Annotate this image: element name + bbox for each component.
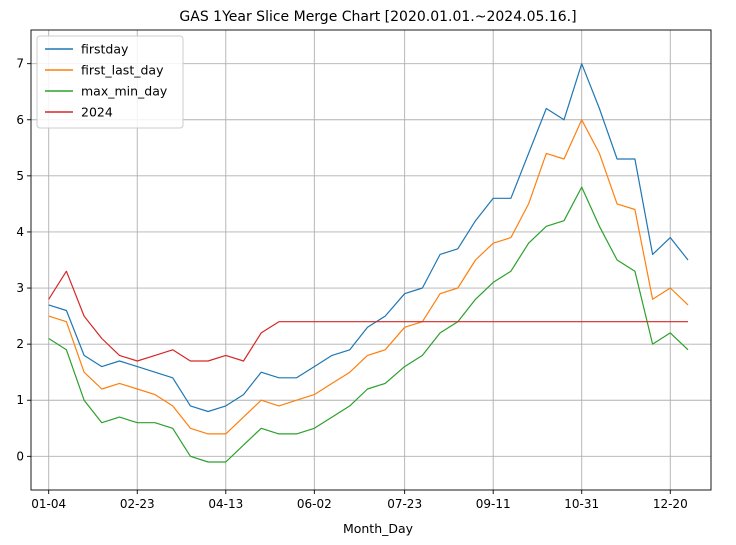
grid xyxy=(31,30,711,490)
y-tick-label: 2 xyxy=(16,337,24,351)
legend-label: firstday xyxy=(81,42,129,57)
series-line-first-last-day xyxy=(48,119,689,435)
legend-box xyxy=(36,35,184,129)
y-tick-label: 5 xyxy=(16,169,24,183)
legend-label: first_last_day xyxy=(81,63,164,78)
y-tick-label: 7 xyxy=(16,57,24,71)
ticks: 01-04 02-23 04-13 06-02 07-23 09-11 10-31 12-20… xyxy=(16,57,687,511)
x-tick-label: 02-23 xyxy=(120,497,155,511)
legend: firstday first_last_day max_min_day 2024 xyxy=(36,35,184,129)
y-tick-label: 4 xyxy=(16,225,24,239)
series-layer xyxy=(48,63,689,463)
x-tick-label: 10-31 xyxy=(564,497,599,511)
legend-label: 2024 xyxy=(81,105,113,120)
x-tick-label: 01-04 xyxy=(31,497,66,511)
x-tick-label: 09-11 xyxy=(476,497,511,511)
y-tick-label: 6 xyxy=(16,113,24,127)
x-tick-label: 07-23 xyxy=(387,497,422,511)
chart-title: GAS 1Year Slice Merge Chart [2020.01.01.… xyxy=(179,9,576,25)
x-tick-label: 04-13 xyxy=(208,497,243,511)
x-tick-label: 12-20 xyxy=(653,497,688,511)
y-tick-label: 0 xyxy=(16,449,24,463)
y-tick-label: 1 xyxy=(16,393,24,407)
legend-label: max_min_day xyxy=(81,84,168,99)
plot-frame xyxy=(30,29,712,491)
series-line-firstday xyxy=(48,63,689,413)
series-line-max-min-day xyxy=(48,186,689,463)
y-tick-label: 3 xyxy=(16,281,24,295)
series-line-2024 xyxy=(48,270,688,362)
x-axis-label: Month_Day xyxy=(343,521,414,536)
x-tick-label: 06-02 xyxy=(297,497,332,511)
